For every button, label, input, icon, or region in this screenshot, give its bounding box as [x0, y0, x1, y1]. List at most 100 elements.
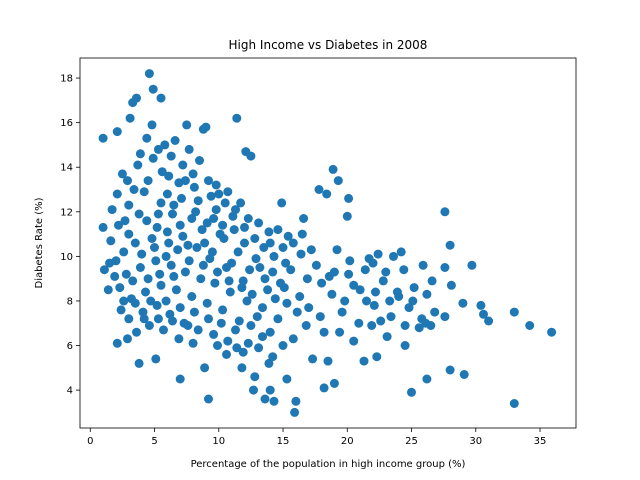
data-point-285	[188, 169, 198, 179]
data-point-126	[170, 136, 180, 145]
data-point-260	[204, 314, 213, 324]
data-point-193	[161, 251, 171, 261]
data-point-250	[224, 276, 234, 286]
data-point-141	[233, 247, 243, 257]
data-point-298	[278, 243, 288, 252]
data-point-207	[344, 269, 354, 279]
data-point-248	[198, 260, 208, 270]
data-point-15	[328, 164, 338, 174]
data-point-84	[277, 198, 287, 208]
data-point-152	[130, 238, 140, 248]
data-point-125	[184, 144, 194, 154]
data-point-65	[265, 385, 275, 395]
data-point-25	[373, 249, 383, 259]
data-point-255	[128, 276, 138, 286]
data-point-182	[238, 347, 248, 357]
data-point-158	[166, 260, 176, 270]
data-point-51	[422, 289, 432, 299]
data-point-60	[308, 354, 318, 364]
data-point-257	[161, 296, 171, 306]
data-point-282	[153, 144, 163, 154]
data-point-203	[286, 265, 296, 275]
data-point-277	[119, 296, 129, 306]
data-point-83	[99, 265, 109, 275]
data-point-45	[400, 341, 410, 350]
data-point-50	[446, 280, 456, 290]
data-point-244	[134, 209, 144, 219]
data-point-206	[329, 267, 339, 277]
data-point-234	[264, 227, 274, 237]
data-point-283	[166, 151, 176, 161]
data-point-68	[264, 358, 274, 368]
data-point-299	[265, 238, 275, 248]
data-point-121	[229, 225, 239, 235]
data-point-253	[155, 269, 165, 279]
data-point-102	[392, 287, 402, 297]
data-point-107	[367, 321, 377, 330]
data-point-278	[105, 258, 115, 268]
data-point-42	[445, 365, 455, 375]
x-tick-label-2: 10	[212, 436, 225, 447]
data-point-100	[362, 296, 371, 306]
data-point-294	[254, 218, 264, 228]
data-point-142	[251, 254, 261, 264]
data-point-135	[156, 198, 166, 208]
data-point-190	[132, 327, 141, 337]
data-point-202	[276, 278, 285, 288]
data-point-128	[164, 171, 174, 181]
x-tick-label-1: 5	[151, 436, 157, 447]
data-point-86	[299, 214, 309, 223]
data-point-169	[171, 285, 181, 295]
data-point-175	[138, 307, 148, 317]
data-point-32	[409, 283, 419, 293]
data-point-119	[255, 263, 265, 272]
data-point-212	[414, 323, 424, 333]
data-point-180	[209, 329, 219, 339]
data-point-235	[236, 198, 246, 208]
data-point-225	[197, 225, 207, 235]
data-point-96	[399, 265, 409, 275]
data-point-229	[240, 222, 249, 232]
data-point-185	[278, 341, 288, 350]
data-point-296	[288, 238, 298, 248]
data-point-66	[260, 394, 270, 404]
data-point-186	[188, 338, 198, 348]
data-point-104	[430, 307, 440, 317]
data-point-38	[525, 321, 535, 330]
data-point-155	[121, 269, 131, 279]
data-point-236	[223, 187, 233, 197]
data-point-179	[193, 325, 203, 335]
data-point-157	[151, 256, 161, 266]
data-point-134	[139, 187, 149, 197]
data-point-79	[112, 338, 122, 348]
data-point-122	[220, 198, 230, 208]
data-point-14	[241, 147, 251, 157]
data-point-101	[376, 316, 386, 326]
data-point-237	[206, 191, 216, 201]
data-point-33	[458, 298, 468, 308]
data-point-214	[400, 321, 410, 330]
data-point-57	[323, 356, 333, 366]
data-point-94	[368, 258, 378, 268]
data-point-76	[151, 354, 161, 364]
data-point-188	[159, 325, 168, 335]
y-axis-label: Diabetes Rate (%)	[34, 197, 45, 288]
data-point-36	[484, 316, 494, 326]
data-point-34	[476, 300, 486, 310]
chart-title: High Income vs Diabetes in 2008	[229, 38, 428, 52]
data-point-93	[360, 265, 370, 275]
data-point-222	[169, 200, 179, 210]
data-point-78	[123, 334, 132, 344]
plot-frame	[79, 57, 577, 429]
data-point-47	[359, 356, 369, 366]
data-point-156	[135, 263, 145, 272]
data-point-151	[147, 234, 157, 243]
data-point-92	[345, 256, 355, 266]
data-point-127	[160, 140, 170, 150]
data-point-9	[98, 133, 108, 143]
data-point-145	[238, 276, 248, 286]
data-point-259	[189, 307, 199, 317]
data-point-220	[142, 216, 152, 226]
data-point-6	[125, 113, 135, 123]
y-tick-label-1: 6	[67, 341, 73, 352]
